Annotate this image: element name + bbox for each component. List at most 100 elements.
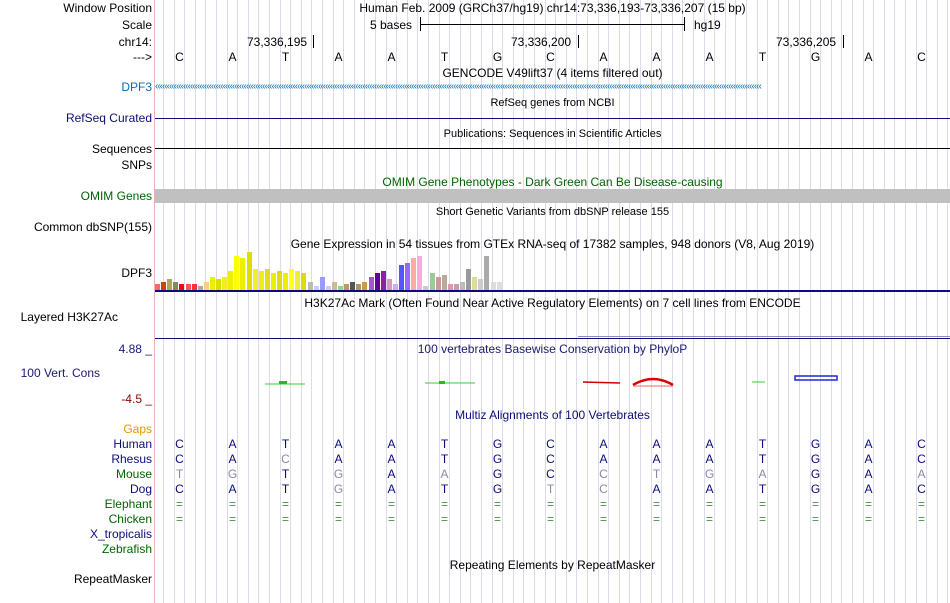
alignment-base-human: G xyxy=(492,437,503,451)
gtex-tissue-bar[interactable] xyxy=(478,279,484,290)
alignment-base-rhesus: A xyxy=(387,452,396,466)
gtex-tissue-bar[interactable] xyxy=(331,282,337,290)
gtex-tissue-bar[interactable] xyxy=(344,284,350,290)
common-dbsnp-label[interactable]: Common dbSNP(155) xyxy=(33,220,152,234)
gtex-tissue-bar[interactable] xyxy=(301,273,307,290)
gtex-tissue-bar[interactable] xyxy=(490,282,496,290)
gtex-tissue-bar[interactable] xyxy=(441,275,447,290)
grid-line xyxy=(619,0,620,603)
snps-label[interactable]: SNPs xyxy=(121,158,152,172)
species-chicken[interactable]: Chicken xyxy=(108,512,152,526)
gtex-tissue-bar[interactable] xyxy=(161,282,167,290)
gtex-tissue-bar[interactable] xyxy=(350,282,356,290)
gtex-tissue-bar[interactable] xyxy=(325,286,331,290)
phylop-conservation-plot[interactable] xyxy=(155,365,950,395)
grid-line xyxy=(216,0,217,603)
alignment-base-chicken: = xyxy=(281,512,289,526)
gtex-tissue-bar[interactable] xyxy=(368,277,374,290)
gtex-tissue-bar[interactable] xyxy=(338,286,343,290)
gtex-tissue-bar[interactable] xyxy=(417,256,423,290)
gencode-transcript-line[interactable]: ‹‹‹‹‹‹‹‹‹‹‹‹‹‹‹‹‹‹‹‹‹‹‹‹‹‹‹‹‹‹‹‹‹‹‹‹‹‹‹‹… xyxy=(155,82,950,91)
gtex-tissue-bar[interactable] xyxy=(392,284,398,290)
alignment-base-chicken: = xyxy=(546,512,554,526)
gtex-tissue-bar[interactable] xyxy=(258,271,264,290)
alignment-base-chicken: = xyxy=(599,512,607,526)
species-elephant[interactable]: Elephant xyxy=(104,497,152,511)
gtex-tissue-bar[interactable] xyxy=(313,286,319,290)
gtex-tissue-bar[interactable] xyxy=(222,277,228,290)
alignment-base-human: A xyxy=(864,437,873,451)
gtex-tissue-bar[interactable] xyxy=(295,271,301,290)
gtex-tissue-bar[interactable] xyxy=(155,284,160,290)
species-zebrafish[interactable]: Zebrafish xyxy=(101,542,152,556)
gtex-tissue-bar[interactable] xyxy=(423,286,429,290)
sequences-label[interactable]: Sequences xyxy=(91,142,152,156)
species-rhesus[interactable]: Rhesus xyxy=(111,452,152,466)
strand-arrow-label: ---> xyxy=(133,50,152,64)
gtex-tissue-bar[interactable] xyxy=(173,282,179,290)
layered-h3k27ac-label[interactable]: Layered H3K27Ac xyxy=(20,310,118,324)
gtex-tissue-bar[interactable] xyxy=(234,256,240,290)
gtex-tissue-bar[interactable] xyxy=(447,284,453,290)
grid-line xyxy=(820,0,821,603)
omim-genes-label[interactable]: OMIM Genes xyxy=(80,189,152,203)
gtex-tissue-bar[interactable] xyxy=(319,277,325,290)
refseq-gene-line[interactable] xyxy=(155,118,950,119)
gtex-expression-bars[interactable] xyxy=(155,250,515,290)
gtex-tissue-bar[interactable] xyxy=(435,277,441,290)
gtex-tissue-bar[interactable] xyxy=(270,273,276,290)
grid-line xyxy=(439,0,440,603)
gtex-tissue-bar[interactable] xyxy=(216,279,221,290)
species-x-tropicalis[interactable]: X_tropicalis xyxy=(89,527,152,541)
grid-line xyxy=(841,0,842,603)
gtex-tissue-bar[interactable] xyxy=(185,284,191,290)
species-mouse[interactable]: Mouse xyxy=(115,467,152,481)
gtex-tissue-bar[interactable] xyxy=(453,284,459,290)
gtex-tissue-bar[interactable] xyxy=(362,282,368,290)
gtex-tissue-bar[interactable] xyxy=(356,284,362,290)
gtex-tissue-bar[interactable] xyxy=(203,282,209,290)
gtex-tissue-bar[interactable] xyxy=(264,269,270,290)
species-human[interactable]: Human xyxy=(113,437,152,451)
gencode-gene-label[interactable]: DPF3 xyxy=(121,80,152,94)
gtex-gene-label[interactable]: DPF3 xyxy=(121,266,152,280)
gtex-tissue-bar[interactable] xyxy=(277,271,282,290)
gtex-tissue-bar[interactable] xyxy=(496,282,502,290)
gtex-tissue-bar[interactable] xyxy=(179,284,185,290)
track-image-area[interactable]: Human Feb. 2009 (GRCh37/hg19) chr14:73,3… xyxy=(155,0,950,603)
gtex-tissue-bar[interactable] xyxy=(289,269,295,290)
gtex-tissue-bar[interactable] xyxy=(429,273,435,290)
gtex-tissue-bar[interactable] xyxy=(466,269,472,290)
gtex-tissue-bar[interactable] xyxy=(191,284,197,290)
omim-gene-block[interactable] xyxy=(155,189,950,203)
gtex-tissue-bar[interactable] xyxy=(283,273,289,290)
gtex-tissue-bar[interactable] xyxy=(246,252,252,290)
grid-line xyxy=(576,0,577,603)
gtex-tissue-bar[interactable] xyxy=(484,256,490,290)
gtex-tissue-bar[interactable] xyxy=(307,282,313,290)
refseq-curated-label[interactable]: RefSeq Curated xyxy=(65,111,152,125)
gtex-tissue-bar[interactable] xyxy=(405,263,411,290)
gtex-tissue-bar[interactable] xyxy=(228,271,234,290)
gtex-tissue-bar[interactable] xyxy=(197,286,203,290)
gtex-tissue-bar[interactable] xyxy=(374,273,380,290)
repeatmasker-track-title: Repeating Elements by RepeatMasker xyxy=(449,558,656,572)
gtex-tissue-bar[interactable] xyxy=(460,282,465,290)
gtex-tissue-bar[interactable] xyxy=(472,277,478,290)
gaps-label[interactable]: Gaps xyxy=(123,422,152,436)
h3k27ac-signal-line[interactable] xyxy=(155,338,950,339)
alignment-base-mouse: G xyxy=(704,467,715,481)
cons-track-label[interactable]: 100 Vert. Cons xyxy=(20,366,100,380)
gtex-tissue-bar[interactable] xyxy=(240,258,246,290)
publications-feature-line[interactable] xyxy=(155,148,950,149)
gtex-tissue-bar[interactable] xyxy=(386,279,392,290)
gtex-tissue-bar[interactable] xyxy=(399,265,404,290)
gtex-tissue-bar[interactable] xyxy=(209,277,215,290)
gtex-tissue-bar[interactable] xyxy=(252,269,258,290)
gtex-tissue-bar[interactable] xyxy=(411,258,417,290)
gtex-tissue-bar[interactable] xyxy=(167,279,173,290)
gtex-tissue-bar[interactable] xyxy=(380,271,386,290)
species-dog[interactable]: Dog xyxy=(129,482,152,496)
repeatmasker-label[interactable]: RepeatMasker xyxy=(73,572,152,586)
grid-line xyxy=(470,0,471,603)
